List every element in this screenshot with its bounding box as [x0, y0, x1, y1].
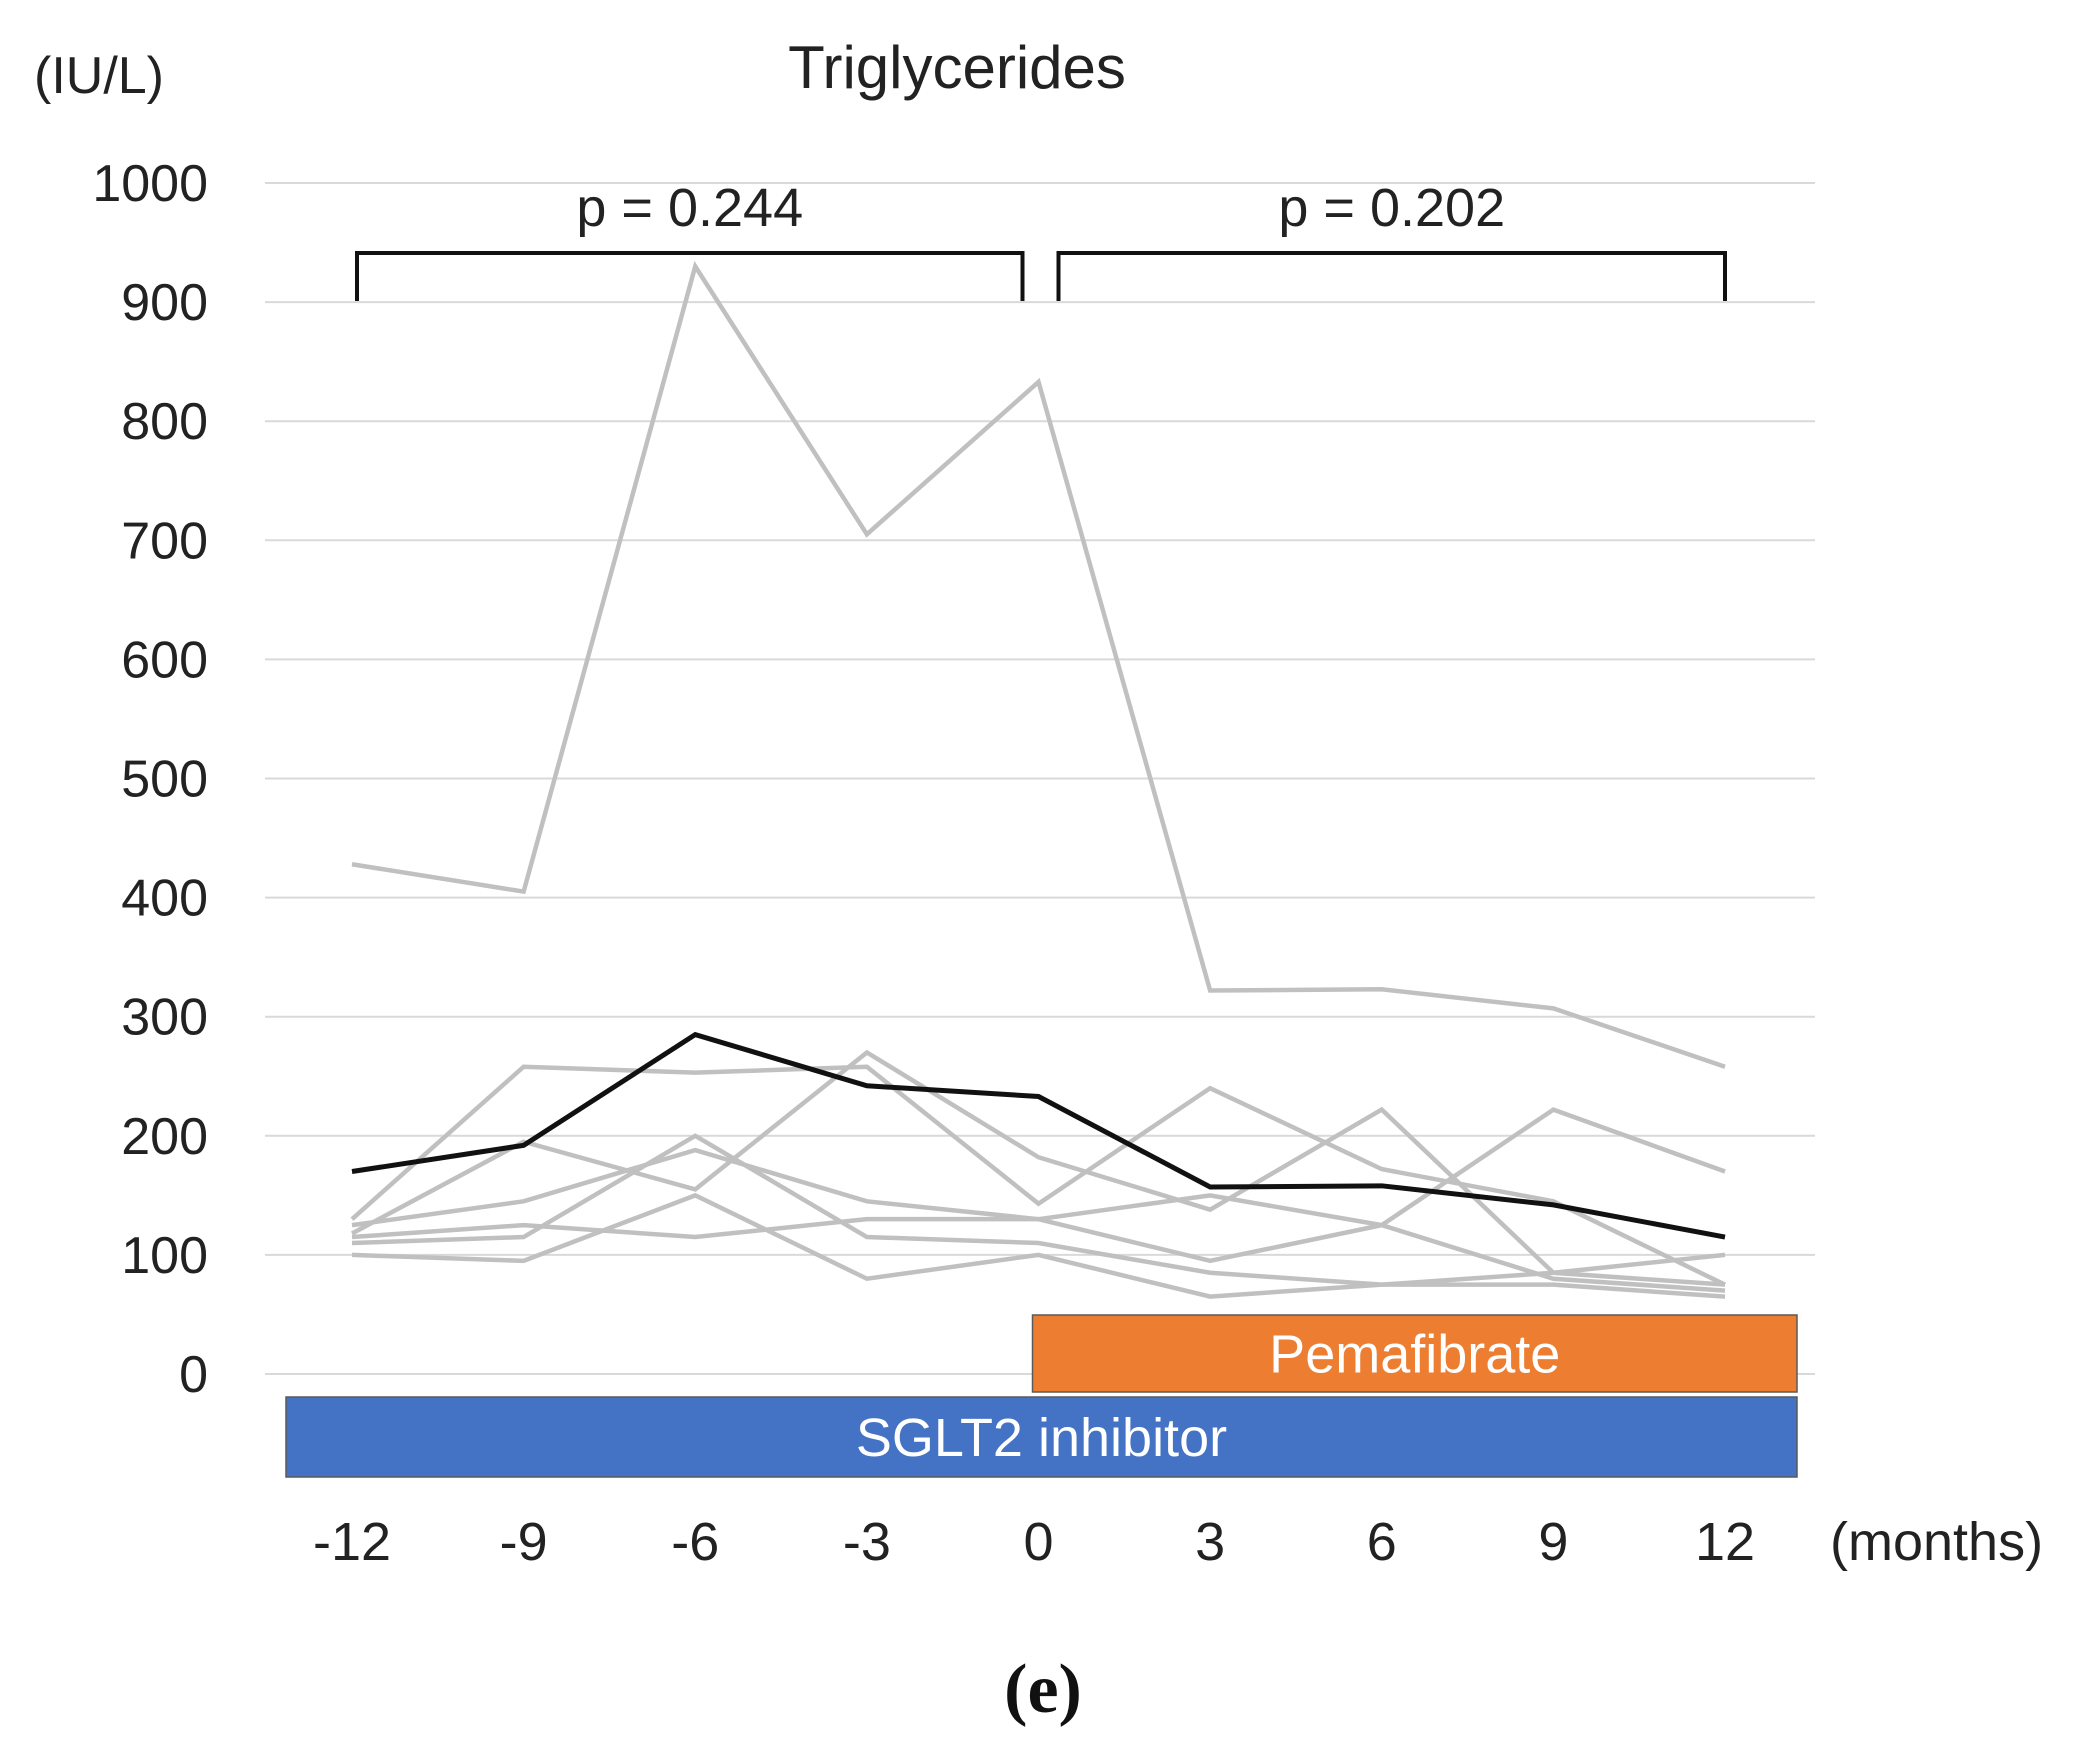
- y-tick-600: 600: [121, 631, 208, 689]
- series-line-patient-6: [351, 1133, 1726, 1299]
- chart-title: Triglycerides: [788, 34, 1126, 101]
- x-tick-labels: -12 -9 -6 -3 0 3 6 9 12: [313, 1512, 1755, 1572]
- y-tick-700: 700: [121, 512, 208, 570]
- significance-brackets: p = 0.244 p = 0.202: [355, 178, 1727, 301]
- series-line-patient-7: [351, 1192, 1726, 1299]
- treatment-bars: Pemafibrate SGLT2 inhibitor: [285, 1314, 1798, 1478]
- x-tick-9: 9: [1538, 1512, 1568, 1572]
- sglt2-inhibitor-label: SGLT2 inhibitor: [856, 1408, 1227, 1468]
- y-tick-1000: 1000: [92, 155, 208, 213]
- x-tick--3: -3: [843, 1512, 891, 1572]
- x-tick-12: 12: [1695, 1512, 1755, 1572]
- y-tick-200: 200: [121, 1108, 208, 1166]
- pemafibrate-label: Pemafibrate: [1269, 1325, 1560, 1385]
- series-line-patient-2: [350, 1064, 1726, 1287]
- p-value-label-1: p = 0.244: [576, 178, 803, 238]
- y-tick-900: 900: [121, 274, 208, 332]
- bracket-2: [1056, 251, 1727, 301]
- x-tick-6: 6: [1367, 1512, 1397, 1572]
- bracket-1: [355, 251, 1025, 301]
- y-axis-unit-label: (IU/L): [34, 47, 164, 105]
- x-tick--6: -6: [671, 1512, 719, 1572]
- y-tick-0: 0: [179, 1346, 208, 1404]
- panel-label: (e): [1004, 1651, 1082, 1728]
- series-line-patient-3: [350, 1049, 1726, 1287]
- y-tick-labels: 0 100 200 300 400 500 600 700 800 900 1000: [92, 155, 208, 1404]
- x-tick-3: 3: [1195, 1512, 1225, 1572]
- series-line-mean: [351, 1031, 1726, 1240]
- sglt2-inhibitor-bar: [285, 1396, 1798, 1478]
- y-tick-400: 400: [121, 870, 208, 928]
- p-value-label-2: p = 0.202: [1278, 178, 1505, 238]
- y-tick-100: 100: [121, 1227, 208, 1285]
- series-line-patient-1: [351, 260, 1726, 1069]
- x-tick--12: -12: [313, 1512, 391, 1572]
- y-tick-800: 800: [121, 393, 208, 451]
- series-lines: [350, 260, 1726, 1299]
- gridlines: [265, 182, 1815, 1375]
- pemafibrate-bar: [1031, 1314, 1798, 1393]
- x-tick-0: 0: [1023, 1512, 1053, 1572]
- series-line-patient-5: [351, 1147, 1726, 1293]
- x-axis-unit-label: (months): [1830, 1512, 2043, 1572]
- x-tick--9: -9: [500, 1512, 548, 1572]
- y-tick-300: 300: [121, 989, 208, 1047]
- y-tick-500: 500: [121, 751, 208, 809]
